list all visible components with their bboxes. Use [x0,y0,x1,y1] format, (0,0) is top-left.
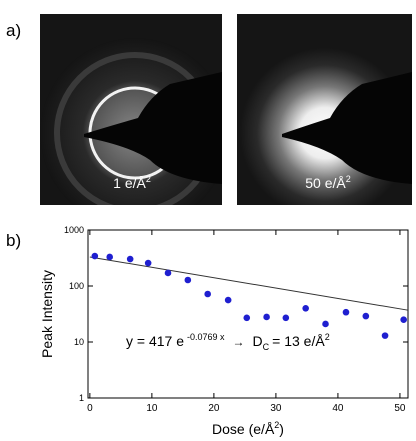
annotation: y = 417 e -0.0769 x → DC = 13 e/Å2 [126,332,330,352]
plot-frame [87,229,409,399]
data-point [282,314,290,322]
data-point [184,276,192,284]
data-point [362,312,370,320]
panel-label: a) [6,21,21,40]
x-tick-label: 20 [208,403,220,414]
y-tick-label: 10 [74,337,84,347]
plot: y = 417 e -0.0769 x → DC = 13 e/Å2 Dose (e/Å… [39,270,330,437]
image-label: 50 e/Å2 [305,174,351,191]
diffraction-image: 50 e/Å2 [237,14,412,205]
data-point [381,332,389,339]
x-tick-label: 50 [394,403,406,414]
y-axis-label: Peak Intensity [39,270,55,358]
x-tick-label: 30 [270,403,282,414]
image-label: 1 e/Å2 [113,174,151,191]
diffraction-image: 1 e/Å2 [40,14,222,205]
x-tick-label: 0 [87,403,93,414]
data-point [106,253,114,261]
data-point [322,320,329,328]
data-point [342,308,350,316]
y-tick-label: 100 [69,281,84,291]
data-point [302,304,309,312]
fit-line [89,256,409,311]
data-point [91,252,99,260]
y-tick-label: 1000 [64,225,84,235]
data-point [144,259,152,267]
panel-label: b) [6,231,21,250]
data-point [164,269,172,277]
data-point [126,255,134,263]
data-point [243,314,251,322]
data-point [263,313,270,321]
x-axis-label: Dose (e/Å2) [212,420,284,437]
x-tick-label: 10 [146,403,158,414]
data-point [204,290,211,298]
data-point [400,316,407,324]
x-tick-label: 40 [332,403,344,414]
data-point [224,296,232,304]
y-tick-label: 1 [79,393,84,403]
